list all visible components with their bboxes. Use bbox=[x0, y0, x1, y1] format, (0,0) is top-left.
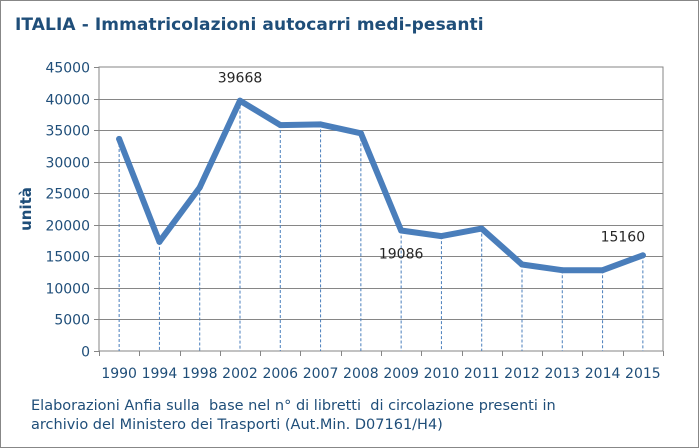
y-tick-label: 40000 bbox=[45, 93, 90, 109]
x-tick-label: 2006 bbox=[262, 366, 298, 382]
x-tick-label: 2010 bbox=[424, 366, 460, 382]
x-tick-label: 2011 bbox=[464, 366, 500, 382]
footnote-line-2: archivio del Ministero dei Trasporti (Au… bbox=[31, 417, 443, 433]
y-tick-label: 20000 bbox=[45, 219, 90, 235]
line-chart: 0 5000 10000 15000 20000 25000 30000 35000 40000… bbox=[17, 61, 664, 382]
chart-footnote: Elaborazioni Anfia sulla base nel n° di … bbox=[31, 397, 556, 435]
footnote-line-1: Elaborazioni Anfia sulla base nel n° di … bbox=[31, 398, 556, 414]
data-label: 15160 bbox=[601, 229, 646, 245]
y-axis-title: unità bbox=[17, 187, 35, 231]
y-tick-label: 35000 bbox=[45, 124, 90, 140]
x-tick-label: 1994 bbox=[142, 366, 178, 382]
y-tick-label: 10000 bbox=[45, 282, 90, 298]
data-point bbox=[196, 184, 203, 191]
x-tick-label: 2013 bbox=[544, 366, 580, 382]
x-tick-label: 2012 bbox=[504, 366, 540, 382]
data-point bbox=[599, 267, 606, 274]
y-tick-label: 0 bbox=[81, 345, 90, 361]
data-point bbox=[519, 261, 525, 268]
data-point bbox=[478, 225, 485, 232]
data-point bbox=[317, 121, 324, 128]
y-tick-label: 30000 bbox=[45, 156, 90, 172]
x-tick-label: 1998 bbox=[182, 366, 218, 382]
x-tick-label: 1990 bbox=[101, 366, 137, 382]
data-point bbox=[357, 130, 364, 137]
x-tick-label: 2015 bbox=[625, 366, 661, 382]
data-label: 19086 bbox=[379, 247, 424, 263]
series-line bbox=[116, 97, 646, 274]
data-label: 39668 bbox=[218, 71, 263, 87]
x-tick-label: 2008 bbox=[343, 366, 379, 382]
y-tick-label: 5000 bbox=[54, 313, 90, 329]
data-point bbox=[237, 97, 243, 104]
chart-title: ITALIA - Immatricolazioni autocarri medi… bbox=[15, 15, 484, 35]
x-tick-label: 2009 bbox=[383, 366, 419, 382]
data-point bbox=[277, 122, 284, 129]
y-tick-label: 45000 bbox=[45, 61, 90, 77]
y-tick-label: 15000 bbox=[45, 250, 90, 266]
data-point bbox=[438, 233, 445, 240]
data-point bbox=[559, 267, 566, 274]
x-tick-label: 2007 bbox=[303, 366, 339, 382]
data-point bbox=[156, 238, 163, 245]
data-point bbox=[398, 227, 405, 234]
data-point bbox=[116, 135, 123, 142]
data-point bbox=[639, 252, 646, 259]
x-tick-label: 2002 bbox=[222, 366, 258, 382]
x-tick-label: 2014 bbox=[585, 366, 621, 382]
y-tick-label: 25000 bbox=[45, 187, 90, 203]
